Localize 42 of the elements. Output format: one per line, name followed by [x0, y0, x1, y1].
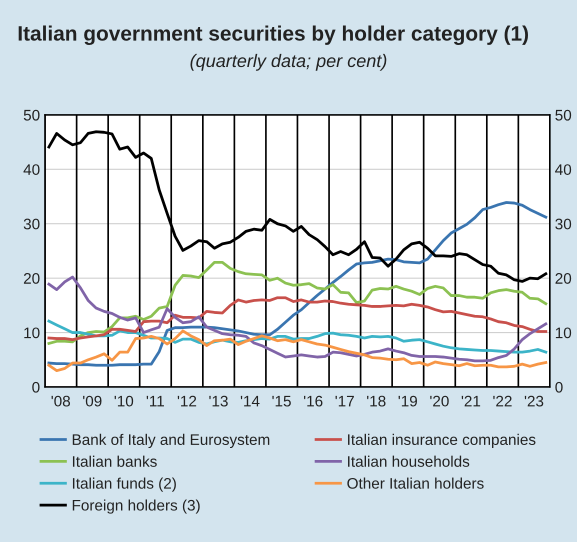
y-tick-label: 40 — [24, 164, 40, 176]
x-tick-label: '22 — [493, 396, 512, 406]
x-tick-label: '10 — [114, 396, 134, 407]
legend-label: Foreign holders (3) — [72, 499, 200, 514]
line-series — [48, 296, 548, 342]
x-tick-label: '23 — [524, 396, 544, 407]
x-tick-label: '09 — [83, 396, 102, 407]
x-tick-label: '11 — [146, 396, 164, 406]
x-tick-label: '15 — [272, 396, 291, 407]
legend-label: Italian banks — [72, 456, 157, 467]
line-series — [48, 276, 548, 362]
y-tick-label: 30 — [24, 218, 40, 230]
legend-label: Italian households — [348, 456, 470, 467]
x-tick-label: '13 — [209, 396, 228, 407]
x-tick-label: '17 — [336, 396, 354, 406]
chart-title: Italian government securities by holder category (1) — [18, 25, 528, 45]
chart-subtitle: (quarterly data; per cent) — [190, 54, 386, 71]
x-tick-label: '20 — [430, 396, 449, 407]
line-series — [48, 260, 548, 345]
x-tick-label: '16 — [304, 396, 322, 407]
x-tick-label: '21 — [462, 396, 480, 406]
y-tick-label: 50 — [24, 110, 40, 121]
y2-tick-label: 30 — [555, 218, 572, 230]
y2-tick-label: 10 — [556, 327, 572, 338]
x-tick-label: '14 — [240, 396, 260, 406]
line-series — [48, 330, 548, 372]
x-tick-label: '08 — [52, 396, 70, 407]
legend-label: Italian funds (2) — [72, 478, 176, 492]
x-tick-label: '18 — [367, 396, 386, 407]
y-tick-label: 20 — [24, 273, 40, 284]
x-tick-label: '19 — [398, 396, 417, 407]
y2-tick-label: 20 — [556, 273, 572, 284]
y2-tick-label: 0 — [555, 382, 563, 393]
legend-label: Italian insurance companies — [348, 434, 536, 448]
y-tick-label: 0 — [32, 382, 40, 393]
legend-label: Bank of Italy and Eurosystem — [72, 434, 270, 448]
legend-label: Other Italian holders — [347, 478, 484, 489]
y2-tick-label: 40 — [555, 164, 572, 176]
x-tick-label: '12 — [178, 396, 196, 406]
line-series — [48, 201, 548, 367]
y2-tick-label: 50 — [555, 110, 572, 121]
y-tick-label: 10 — [24, 327, 40, 338]
